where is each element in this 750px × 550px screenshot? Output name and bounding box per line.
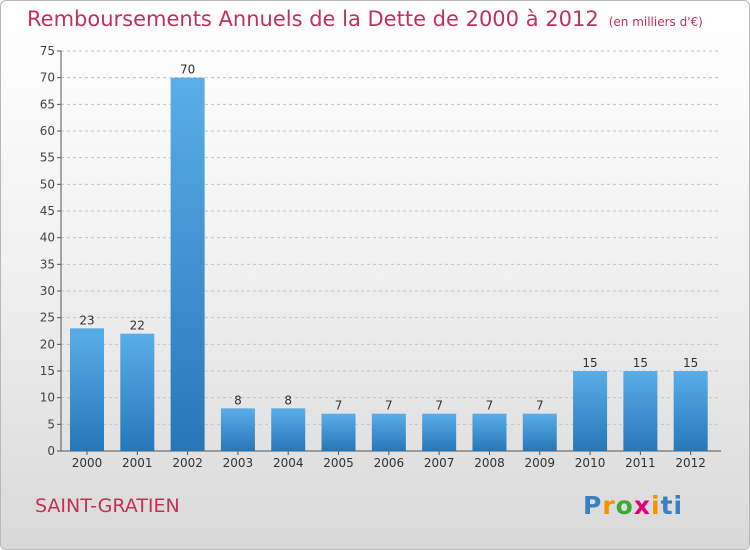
x-tick-label: 2008 <box>474 456 505 470</box>
y-tick-label: 70 <box>40 71 55 85</box>
data-label: 7 <box>385 399 393 413</box>
bar <box>522 413 557 451</box>
chart-unit: (en milliers d'€) <box>608 15 703 29</box>
bar <box>623 371 658 451</box>
axes <box>57 50 721 455</box>
y-tick-label: 20 <box>40 337 55 351</box>
data-label: 7 <box>486 399 494 413</box>
data-label: 7 <box>435 399 443 413</box>
bars <box>70 77 708 452</box>
y-tick-label: 55 <box>40 151 55 165</box>
logo-letter: o <box>615 491 634 520</box>
x-tick-label: 2010 <box>575 456 606 470</box>
bar <box>673 371 708 451</box>
x-tick-label: 2011 <box>625 456 656 470</box>
bar <box>170 77 205 452</box>
data-label: 15 <box>633 356 648 370</box>
y-tick-label: 25 <box>40 311 55 325</box>
data-label: 22 <box>130 319 145 333</box>
x-tick-label: 2004 <box>273 456 304 470</box>
x-tick-label: 2007 <box>424 456 455 470</box>
x-tick-label: 2006 <box>374 456 405 470</box>
commune-name: SAINT-GRATIEN <box>35 495 180 517</box>
bar <box>422 413 457 451</box>
logo-letter: t <box>660 491 674 520</box>
logo-letter: x <box>633 491 651 520</box>
y-tick-label: 75 <box>40 44 55 58</box>
x-tick-label: 2001 <box>122 456 153 470</box>
x-tick-label: 2012 <box>675 456 706 470</box>
y-tick-label: 30 <box>40 284 55 298</box>
chart-title-text: Remboursements Annuels de la Dette de 20… <box>27 7 599 31</box>
data-label: 70 <box>180 63 195 77</box>
y-tick-label: 60 <box>40 124 55 138</box>
y-tick-label: 65 <box>40 97 55 111</box>
data-label: 15 <box>582 356 597 370</box>
bar <box>70 328 104 451</box>
x-tick-label: 2009 <box>524 456 555 470</box>
x-tick-label: 2003 <box>223 456 254 470</box>
y-tick-label: 15 <box>40 364 55 378</box>
y-tick-label: 10 <box>40 391 55 405</box>
logo-letter: r <box>602 491 616 520</box>
data-label: 8 <box>284 393 292 407</box>
bar <box>120 333 155 451</box>
bar <box>371 413 406 451</box>
y-tick-label: 0 <box>47 444 55 458</box>
data-label: 8 <box>234 393 242 407</box>
bar <box>321 413 356 451</box>
x-tick-label: 2005 <box>323 456 354 470</box>
x-tick-label: 2000 <box>72 456 103 470</box>
logo-letter: i <box>651 491 661 520</box>
x-tick-label: 2002 <box>172 456 203 470</box>
logo-letter: i <box>673 491 684 520</box>
labels: 0 5 10 15 20 25 30 35 40 45 50 55 60 65 70 75 2000 23 2001… <box>40 44 706 470</box>
bar <box>271 408 306 451</box>
data-label: 7 <box>335 399 343 413</box>
bar <box>573 371 608 451</box>
y-tick-label: 5 <box>47 417 55 431</box>
y-tick-label: 40 <box>40 231 55 245</box>
data-label: 23 <box>79 313 94 327</box>
bar <box>220 408 255 451</box>
data-label: 15 <box>683 356 698 370</box>
y-tick-label: 35 <box>40 257 55 271</box>
y-tick-label: 50 <box>40 177 55 191</box>
grid-lines <box>61 50 721 425</box>
chart-title: Remboursements Annuels de la Dette de 20… <box>27 7 703 31</box>
logo-letter: P <box>583 491 603 520</box>
proxiti-logo: Proxiti <box>583 491 683 520</box>
bar <box>472 413 507 451</box>
y-tick-label: 45 <box>40 204 55 218</box>
data-label: 7 <box>536 399 544 413</box>
